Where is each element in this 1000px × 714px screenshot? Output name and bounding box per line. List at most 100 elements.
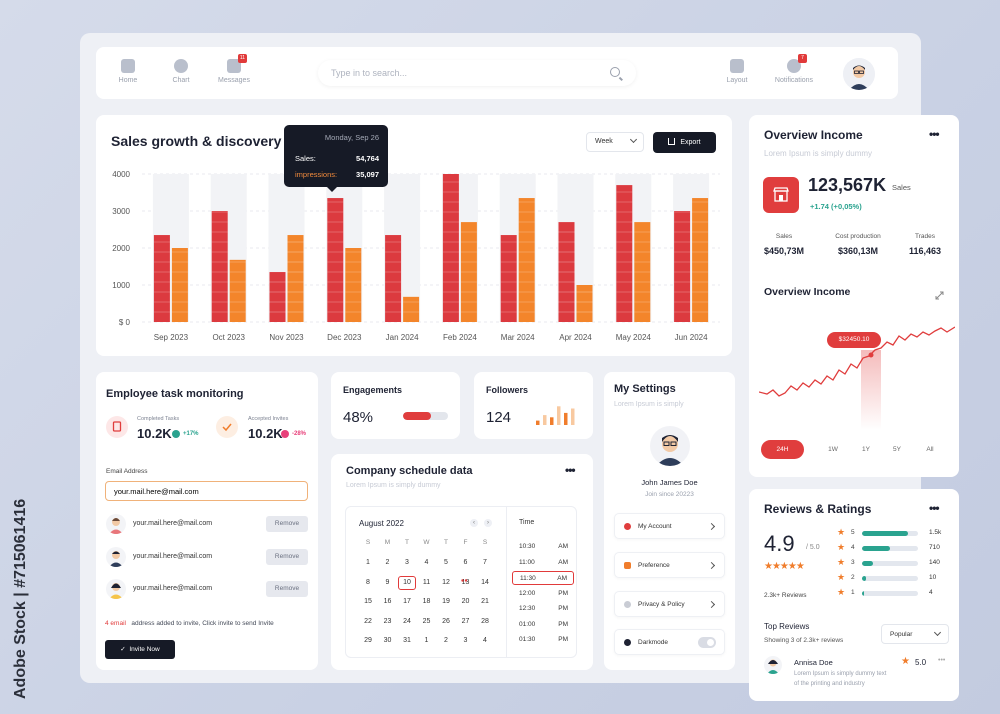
nav-home[interactable]: Home — [98, 59, 158, 84]
calendar-day[interactable]: 11 — [422, 578, 431, 586]
time-slot[interactable]: 12:00 PM — [512, 587, 574, 601]
calendar-day[interactable]: 3 — [405, 559, 409, 566]
period-1y[interactable]: 1Y — [862, 446, 870, 453]
bar-impressions[interactable] — [576, 285, 593, 322]
bar-sales[interactable] — [269, 272, 286, 322]
reviews-more-icon[interactable]: ••• — [929, 501, 940, 515]
bar-sales[interactable] — [327, 198, 344, 322]
bar-impressions[interactable] — [518, 198, 535, 322]
bar-sales[interactable] — [558, 222, 575, 322]
period-24h[interactable]: 24H — [761, 440, 804, 459]
settings-my-account[interactable]: My Account — [614, 513, 725, 539]
calendar-day[interactable]: 29 — [364, 637, 372, 644]
darkmode-toggle[interactable] — [698, 637, 716, 648]
bar-impressions[interactable] — [171, 248, 188, 322]
x-tick-label: Jan 2024 — [386, 333, 419, 342]
period-all[interactable]: All — [926, 446, 934, 453]
calendar-day[interactable]: 17 — [403, 598, 411, 605]
calendar-day[interactable]: 2 — [444, 637, 448, 644]
rating-count: 710 — [929, 544, 940, 551]
calendar-day[interactable]: 6 — [463, 559, 468, 566]
calendar-day[interactable]: 19 — [442, 598, 450, 605]
calendar-day[interactable]: 24 — [403, 617, 411, 625]
calendar-day[interactable]: 14 — [481, 578, 489, 586]
star-icon: ★ — [837, 587, 846, 597]
calendar-day[interactable]: 30 — [383, 637, 392, 644]
period-select[interactable]: Week — [586, 132, 644, 152]
remove-button[interactable]: Remove — [266, 581, 308, 597]
invite-now-button[interactable]: ✓ Invite Now — [105, 640, 175, 659]
bar-sales[interactable] — [385, 235, 402, 322]
calendar-day[interactable]: 20 — [461, 598, 470, 605]
nav-chart[interactable]: Chart — [151, 59, 211, 84]
search-icon[interactable] — [610, 67, 620, 77]
remove-button[interactable]: Remove — [266, 516, 308, 532]
bar-sales[interactable] — [211, 211, 228, 322]
calendar-day[interactable]: 13 — [461, 578, 470, 586]
email-field[interactable] — [105, 481, 308, 501]
bar-sales[interactable] — [500, 235, 517, 322]
bar-sales[interactable] — [153, 235, 170, 322]
period-1w[interactable]: 1W — [828, 446, 838, 453]
calendar-day[interactable]: 5 — [444, 559, 448, 566]
time-slot[interactable]: 12:30 PM — [512, 602, 574, 616]
top-reviews-subtitle: Showing 3 of 2.3k+ reviews — [764, 637, 844, 644]
calendar-next-icon[interactable]: › — [484, 519, 492, 527]
nav-messages[interactable]: 11 Messages — [204, 54, 264, 84]
calendar-day[interactable]: 4 — [483, 637, 487, 644]
search-input[interactable] — [318, 60, 588, 86]
calendar-day[interactable]: 10 — [398, 575, 416, 590]
bar-impressions[interactable] — [692, 198, 709, 322]
bar-impressions[interactable] — [403, 296, 420, 322]
income-line — [759, 326, 955, 397]
bar-sales[interactable] — [616, 185, 633, 322]
time-slot[interactable]: 01:30 PM — [512, 633, 574, 647]
calendar-day[interactable]: 21 — [481, 598, 489, 605]
calendar-day[interactable]: 26 — [442, 617, 450, 625]
nav-notifications[interactable]: 7 Notifications — [764, 54, 824, 84]
period-5y[interactable]: 5Y — [893, 446, 901, 453]
time-slot[interactable]: 10:30 AM — [512, 540, 574, 554]
calendar-prev-icon[interactable]: ‹ — [470, 519, 478, 527]
calendar-day[interactable]: 28 — [481, 617, 489, 625]
schedule-more-icon[interactable]: ••• — [565, 463, 576, 477]
time-slot[interactable]: 11:00 AM — [512, 556, 574, 570]
bar-impressions[interactable] — [345, 248, 362, 322]
calendar-day[interactable]: 3 — [463, 637, 468, 644]
calendar-day[interactable]: 8 — [366, 578, 370, 586]
export-button[interactable]: Export — [653, 132, 716, 153]
bar-sales[interactable] — [674, 211, 691, 322]
review-more-icon[interactable]: ••• — [938, 657, 946, 664]
overview-subtitle: Lorem Ipsum is simply dummy — [764, 149, 873, 158]
bar-impressions[interactable] — [460, 222, 477, 322]
bar-impressions[interactable] — [287, 235, 304, 322]
calendar-day[interactable]: 15 — [364, 598, 372, 605]
sort-select[interactable]: Popular — [881, 624, 949, 644]
overview-more-icon[interactable]: ••• — [929, 127, 940, 141]
calendar-day[interactable]: 23 — [383, 617, 392, 625]
bar-sales[interactable] — [442, 174, 459, 322]
nav-layout[interactable]: Layout — [707, 59, 767, 84]
calendar-day[interactable]: 1 — [366, 559, 370, 566]
calendar-day[interactable]: 27 — [461, 617, 470, 625]
calendar-day[interactable]: 9 — [385, 578, 390, 586]
calendar-day[interactable]: 31 — [403, 637, 411, 644]
calendar-day[interactable]: 22 — [364, 617, 372, 625]
calendar-day[interactable]: 12 — [442, 578, 450, 586]
bar-impressions[interactable] — [229, 259, 246, 322]
calendar-day[interactable]: 18 — [422, 598, 431, 605]
user-avatar[interactable] — [843, 58, 875, 90]
remove-button[interactable]: Remove — [266, 549, 308, 565]
calendar-day[interactable]: 25 — [422, 617, 431, 625]
time-slot[interactable]: 11:30 AM — [512, 571, 574, 585]
bar-impressions[interactable] — [634, 222, 651, 322]
expand-icon[interactable] — [935, 287, 944, 300]
time-slot[interactable]: 01:00 PM — [512, 618, 574, 632]
calendar-day[interactable]: 1 — [424, 637, 429, 644]
settings-privacy[interactable]: Privacy & Policy — [614, 591, 725, 617]
settings-preference[interactable]: Preference — [614, 552, 725, 578]
calendar-day[interactable]: 4 — [424, 559, 429, 566]
calendar-day[interactable]: 2 — [385, 559, 390, 566]
calendar-day[interactable]: 7 — [483, 559, 487, 566]
calendar-day[interactable]: 16 — [383, 598, 392, 605]
